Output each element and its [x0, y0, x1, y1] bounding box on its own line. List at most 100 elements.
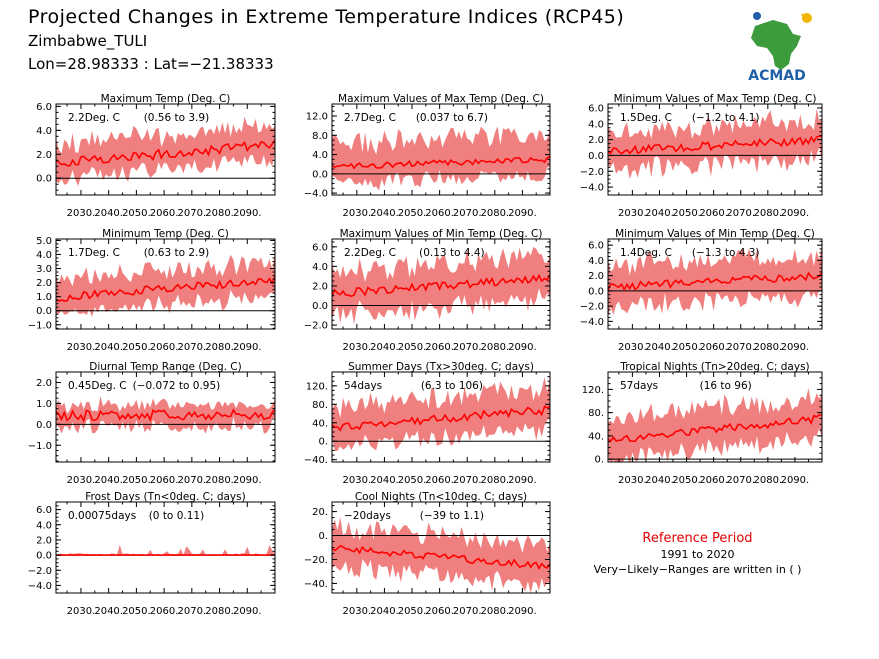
- x-tick-label: 2070.: [178, 208, 207, 219]
- ensemble-mean-line: [332, 155, 550, 170]
- x-tick-label: 2080.: [754, 475, 783, 486]
- chart-title: Frost Days (Tn<0deg. C; days): [85, 491, 245, 503]
- y-tick-label: 0.0: [36, 306, 52, 317]
- y-tick-label: −40.: [304, 455, 328, 466]
- plot-frame: [55, 103, 276, 196]
- reference-period-title: Reference Period: [642, 531, 753, 546]
- x-tick-label: 2060.: [425, 342, 454, 353]
- chart-stat: 0.00075days: [68, 510, 136, 522]
- x-tick-label: 2050.: [672, 208, 701, 219]
- y-tick-label: −1.0: [28, 441, 52, 452]
- x-tick-label: 2050.: [672, 342, 701, 353]
- likely-range-band: [332, 517, 550, 593]
- chart-stat: 1.7Deg. C: [68, 247, 120, 259]
- y-tick-label: −4.0: [580, 183, 604, 194]
- chart-title: Maximum Temp (Deg. C): [101, 93, 231, 105]
- y-tick-label: 6.0: [588, 103, 604, 114]
- plot-frame: [331, 238, 551, 330]
- x-tick-label: 2060.: [150, 342, 179, 353]
- chart-range: (−1.3 to 4.3): [692, 247, 760, 259]
- x-tick-label: 2050.: [122, 208, 151, 219]
- ensemble-mean-line: [56, 275, 275, 303]
- chart-range: (0.63 to 2.9): [144, 247, 210, 259]
- chart-panel: −4.0 −2.0 0.0 2.0 4.0 6.0 2030.2040.2050.2060.…: [580, 93, 823, 219]
- x-tick-label: 2030.: [67, 208, 96, 219]
- chart-stat: 2.7Deg. C: [344, 112, 396, 124]
- x-tick-label: 2060.: [425, 208, 454, 219]
- y-tick-label: 2.0: [36, 150, 52, 161]
- y-tick-label: 20.: [312, 507, 328, 518]
- chart-title: Minimum Values of Min Temp (Deg. C): [615, 228, 815, 240]
- chart-stat: 54days: [344, 380, 382, 392]
- reference-period-years: 1991 to 2020: [660, 548, 735, 561]
- x-tick-label: 2090.: [508, 342, 537, 353]
- y-tick-label: −4.0: [28, 581, 52, 592]
- x-tick-label: 2030.: [343, 342, 372, 353]
- chart-stat: 1.5Deg. C: [620, 112, 672, 124]
- x-tick-label: 2090.: [508, 208, 537, 219]
- chart-panel: −1.0 0.0 1.0 2.0 3.0 4.0 5.0 2030. 2040. 2050. 206…: [28, 228, 276, 353]
- y-tick-label: 0.: [318, 531, 328, 542]
- y-tick-label: −1.0: [28, 320, 52, 331]
- chart-range: (−0.072 to 0.95): [133, 380, 221, 392]
- ensemble-mean-line: [608, 135, 822, 155]
- x-tick-label: 2040.: [370, 342, 399, 353]
- africa-map-logo-icon: [751, 8, 812, 70]
- chart-range: (0.037 to 6.7): [416, 112, 488, 124]
- y-tick-label: 3.0: [36, 264, 52, 275]
- page-title: Projected Changes in Extreme Temperature…: [28, 6, 625, 28]
- y-tick-label: −2.0: [580, 167, 604, 178]
- y-tick-label: 8.0: [312, 131, 328, 142]
- chart-range: (0 to 0.11): [149, 510, 204, 522]
- x-tick-label: 2090.: [233, 208, 262, 219]
- likely-range-band: [608, 108, 822, 180]
- chart-stat: 2.2Deg. C: [68, 112, 120, 124]
- x-tick-label: 2070.: [178, 475, 207, 486]
- x-tick-label: 2060.: [150, 475, 179, 486]
- y-tick-label: 1.0: [36, 399, 52, 410]
- chart-title: Tropical Nights (Tn>20deg. C; days): [619, 361, 809, 373]
- x-tick-label: 2090.: [233, 475, 262, 486]
- y-tick-label: 80.: [588, 408, 604, 419]
- chart-range: (16 to 96): [700, 380, 752, 392]
- y-tick-label: 4.0: [312, 262, 328, 273]
- y-tick-label: 0.0: [36, 174, 52, 185]
- y-tick-label: 2.0: [588, 135, 604, 146]
- ensemble-mean-line: [56, 408, 275, 423]
- y-tick-label: −40.: [304, 579, 328, 590]
- x-tick-label: 2050.: [398, 606, 427, 617]
- x-tick-label: 2090.: [781, 342, 810, 353]
- y-tick-label: 2.0: [588, 271, 604, 282]
- y-tick-label: −2.0: [304, 321, 328, 332]
- chart-range: (0.56 to 3.9): [144, 112, 210, 124]
- y-tick-label: 4.0: [588, 119, 604, 130]
- y-tick-label: −2.0: [580, 302, 604, 313]
- chart-title: Maximum Values of Max Temp (Deg. C): [338, 93, 544, 105]
- y-tick-label: 80.: [312, 400, 328, 411]
- x-tick-label: 2090.: [233, 606, 262, 617]
- acmad-logo: ACMAD: [748, 8, 812, 84]
- x-tick-label: 2090.: [233, 342, 262, 353]
- x-tick-label: 2040.: [94, 342, 123, 353]
- y-tick-label: 0.: [318, 437, 328, 448]
- x-tick-label: 2040.: [94, 606, 123, 617]
- y-tick-label: 0.0: [588, 151, 604, 162]
- chart-stat: 1.4Deg. C: [620, 247, 672, 259]
- chart-title: Cool Nights (Tn<10deg. C; days): [355, 491, 527, 503]
- x-tick-label: 2080.: [480, 208, 509, 219]
- x-tick-label: 2050.: [122, 342, 151, 353]
- x-tick-label: 2050.: [122, 475, 151, 486]
- ensemble-mean-line: [56, 139, 275, 167]
- plot-frame: [607, 103, 823, 196]
- y-tick-label: 120.: [582, 385, 604, 396]
- x-tick-label: 2080.: [205, 475, 234, 486]
- ensemble-mean-line: [332, 273, 550, 298]
- y-tick-label: 6.0: [588, 241, 604, 252]
- chart-panel: −40.−20.0.20.2030.2040.2050.2060.2070.20…: [304, 491, 551, 617]
- chart-title: Summer Days (Tx>30deg. C; days): [348, 361, 534, 373]
- ensemble-mean-line: [332, 405, 550, 432]
- x-tick-label: 2040.: [645, 475, 674, 486]
- x-tick-label: 2070.: [453, 208, 482, 219]
- x-tick-label: 2030.: [618, 208, 647, 219]
- y-tick-label: 2.0: [36, 378, 52, 389]
